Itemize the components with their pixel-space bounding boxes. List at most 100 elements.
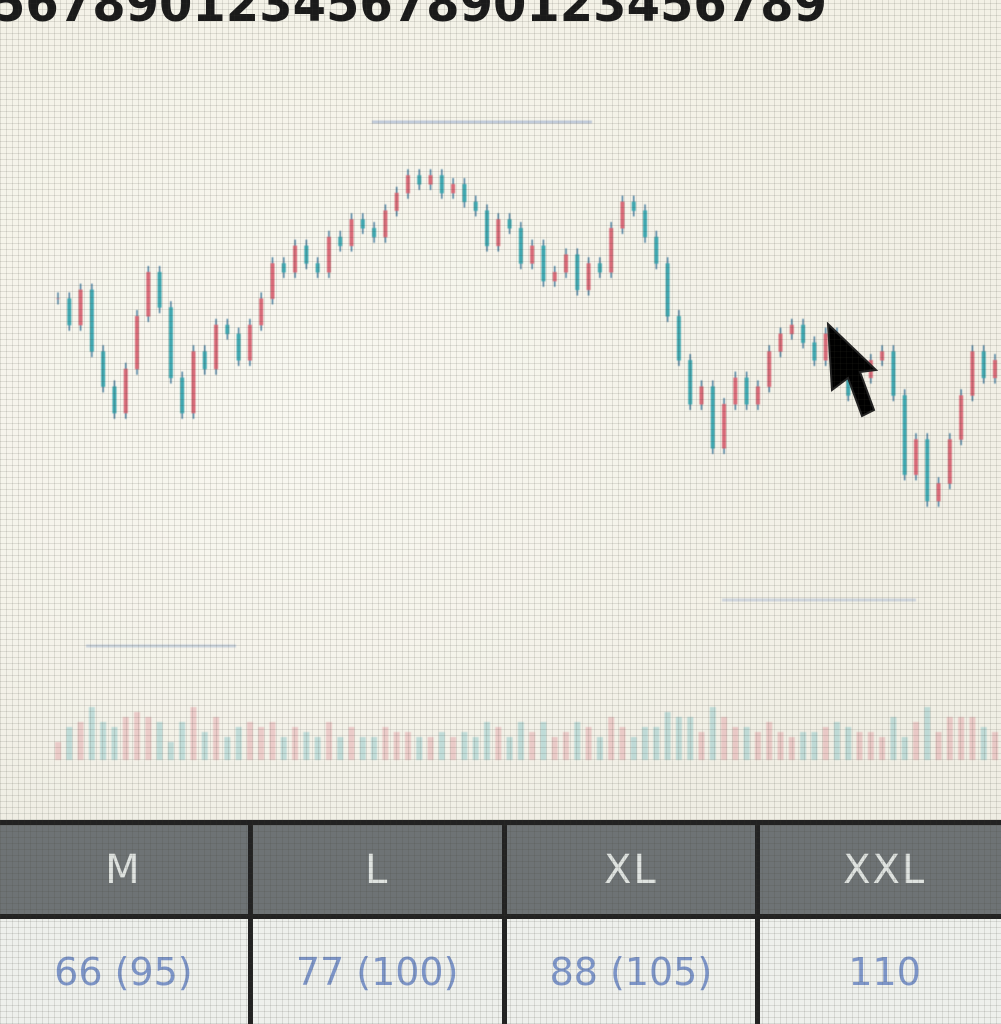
volume-bar bbox=[77, 722, 84, 760]
volume-bar bbox=[969, 717, 976, 760]
volume-bar bbox=[167, 742, 174, 760]
size-header-row: M L XL XXL bbox=[0, 819, 1001, 920]
volume-bar bbox=[66, 727, 73, 760]
volume-bar bbox=[890, 717, 897, 760]
volume-bar bbox=[246, 722, 253, 760]
volume-bar bbox=[743, 727, 750, 760]
volume-bar bbox=[100, 722, 107, 760]
volume-bar bbox=[325, 722, 332, 760]
volume-bar bbox=[314, 737, 321, 760]
volume-bar bbox=[822, 727, 829, 760]
volume-bar bbox=[472, 737, 479, 760]
volume-bar bbox=[596, 737, 603, 760]
volume-bar bbox=[404, 732, 411, 760]
volume-bar bbox=[946, 717, 953, 760]
volume-bar bbox=[980, 727, 987, 760]
volume-bar bbox=[912, 722, 919, 760]
volume-bar bbox=[732, 727, 739, 760]
volume-bar bbox=[777, 732, 784, 760]
volume-bar bbox=[664, 712, 671, 760]
volume-bar bbox=[721, 717, 728, 760]
volume-bar bbox=[698, 732, 705, 760]
volume-bar bbox=[800, 732, 807, 760]
volume-bar bbox=[675, 717, 682, 760]
volume-bar bbox=[438, 732, 445, 760]
faint-caption-marks bbox=[86, 120, 916, 648]
volume-bar bbox=[529, 732, 536, 760]
volume-bar bbox=[811, 732, 818, 760]
volume-bar bbox=[992, 732, 998, 760]
volume-bar bbox=[630, 737, 637, 760]
volume-bar bbox=[88, 707, 95, 760]
volume-bar bbox=[258, 727, 265, 760]
digit-ruler: 5678901234567890123456789 bbox=[0, 0, 827, 34]
volume-bar bbox=[213, 717, 220, 760]
price-chart bbox=[55, 120, 998, 760]
volume-bar bbox=[563, 732, 570, 760]
volume-bar bbox=[856, 732, 863, 760]
volume-bar bbox=[122, 717, 129, 760]
volume-bar bbox=[574, 722, 581, 760]
volume-bar bbox=[269, 722, 276, 760]
volume-bar bbox=[280, 737, 287, 760]
volume-bar bbox=[145, 717, 152, 760]
volume-bar bbox=[371, 737, 378, 760]
volume-bar bbox=[879, 737, 886, 760]
size-header-xl: XL bbox=[501, 819, 761, 920]
volume-bar bbox=[111, 727, 118, 760]
volume-bar bbox=[190, 707, 197, 760]
size-values-row: 66 (95) 77 (100) 88 (105) 110 bbox=[0, 914, 1001, 1024]
volume-bar bbox=[619, 727, 626, 760]
volume-bar bbox=[551, 737, 558, 760]
volume-bar bbox=[427, 737, 434, 760]
volume-bar bbox=[608, 717, 615, 760]
volume-bar bbox=[788, 737, 795, 760]
volume-bar bbox=[382, 727, 389, 760]
volume-bar bbox=[235, 727, 242, 760]
volume-bar bbox=[642, 727, 649, 760]
volume-bar bbox=[924, 707, 931, 760]
volume-bar bbox=[766, 722, 773, 760]
volume-bar bbox=[348, 727, 355, 760]
size-header-m: M bbox=[0, 819, 253, 920]
volume-bar bbox=[416, 737, 423, 760]
size-table: M L XL XXL 66 (95) 77 (100) 88 (105) 110 bbox=[0, 819, 1001, 1024]
volume-bar bbox=[337, 737, 344, 760]
volume-bar bbox=[517, 722, 524, 760]
volume-bar bbox=[653, 727, 660, 760]
volume-bar bbox=[585, 727, 592, 760]
volume-bar bbox=[845, 727, 852, 760]
volume-bar bbox=[359, 737, 366, 760]
volume-bar bbox=[495, 727, 502, 760]
volume-bar bbox=[201, 732, 208, 760]
volume-bar bbox=[450, 737, 457, 760]
volume-bar bbox=[393, 732, 400, 760]
size-header-xxl: XXL bbox=[755, 819, 1001, 920]
mouse-pointer-icon bbox=[826, 322, 879, 418]
volume-bar bbox=[540, 722, 547, 760]
volume-bar bbox=[483, 722, 490, 760]
volume-bar bbox=[55, 742, 61, 760]
volume-bar bbox=[506, 737, 513, 760]
size-value-xl: 88 (105) bbox=[501, 914, 761, 1024]
volume-bar bbox=[867, 732, 874, 760]
volume-bar bbox=[935, 732, 942, 760]
volume-bar bbox=[303, 732, 310, 760]
volume-bar bbox=[461, 732, 468, 760]
volume-bars bbox=[55, 707, 998, 760]
volume-bar bbox=[754, 732, 761, 760]
volume-bar bbox=[833, 722, 840, 760]
size-value-xxl: 110 bbox=[755, 914, 1001, 1024]
volume-bar bbox=[179, 722, 186, 760]
volume-bar bbox=[134, 712, 141, 760]
size-header-l: L bbox=[247, 819, 507, 920]
volume-bar bbox=[224, 737, 231, 760]
volume-bar bbox=[687, 717, 694, 760]
volume-bar bbox=[901, 737, 908, 760]
volume-bar bbox=[958, 717, 965, 760]
volume-bar bbox=[709, 707, 716, 760]
volume-bar bbox=[292, 727, 299, 760]
volume-bar bbox=[156, 722, 163, 760]
size-value-m: 66 (95) bbox=[0, 914, 253, 1024]
